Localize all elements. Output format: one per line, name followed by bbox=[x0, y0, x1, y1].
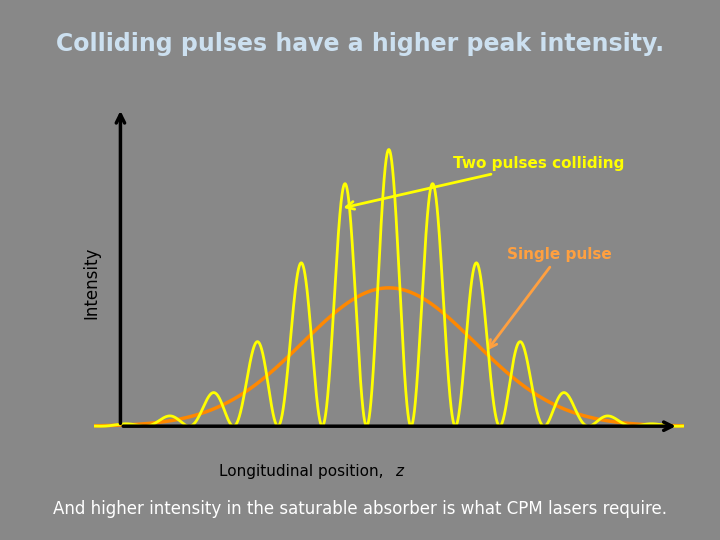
Text: Colliding pulses have a higher peak intensity.: Colliding pulses have a higher peak inte… bbox=[56, 32, 664, 56]
Text: Intensity: Intensity bbox=[82, 247, 100, 319]
Text: Longitudinal position,: Longitudinal position, bbox=[220, 464, 389, 479]
Text: And higher intensity in the saturable absorber is what CPM lasers require.: And higher intensity in the saturable ab… bbox=[53, 501, 667, 518]
Text: Two pulses colliding: Two pulses colliding bbox=[346, 156, 624, 209]
Text: Single pulse: Single pulse bbox=[489, 247, 611, 348]
Text: z: z bbox=[395, 464, 402, 479]
